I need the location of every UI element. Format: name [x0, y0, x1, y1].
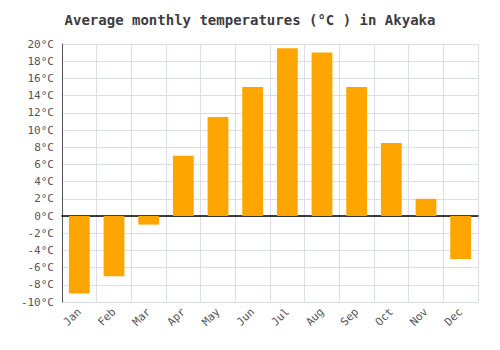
svg-text:Nov: Nov	[407, 305, 430, 328]
svg-text:12°C: 12°C	[28, 106, 55, 119]
svg-text:Mar: Mar	[130, 305, 153, 328]
svg-text:-2°C: -2°C	[28, 227, 55, 240]
svg-text:-8°C: -8°C	[28, 278, 55, 291]
svg-text:0°C: 0°C	[34, 210, 54, 223]
svg-text:May: May	[199, 305, 222, 328]
svg-text:Feb: Feb	[95, 305, 118, 328]
svg-text:Apr: Apr	[165, 305, 188, 328]
svg-text:18°C: 18°C	[28, 55, 55, 68]
svg-text:14°C: 14°C	[28, 89, 55, 102]
svg-text:Dec: Dec	[442, 305, 465, 328]
svg-text:-4°C: -4°C	[28, 244, 55, 257]
svg-text:20°C: 20°C	[28, 38, 55, 51]
svg-text:10°C: 10°C	[28, 124, 55, 137]
svg-text:Jul: Jul	[269, 305, 292, 328]
svg-text:Jan: Jan	[61, 305, 84, 328]
svg-text:-6°C: -6°C	[28, 261, 55, 274]
svg-text:Sep: Sep	[338, 305, 361, 328]
svg-text:-10°C: -10°C	[21, 296, 54, 309]
svg-text:8°C: 8°C	[34, 141, 54, 154]
svg-text:Oct: Oct	[373, 305, 396, 328]
svg-text:16°C: 16°C	[28, 72, 55, 85]
svg-text:Aug: Aug	[303, 305, 326, 328]
svg-text:2°C: 2°C	[34, 192, 54, 205]
svg-text:6°C: 6°C	[34, 158, 54, 171]
svg-text:Average monthly temperatures (: Average monthly temperatures (°C ) in Ak…	[65, 12, 436, 28]
svg-text:4°C: 4°C	[34, 175, 54, 188]
svg-text:Jun: Jun	[234, 305, 257, 328]
